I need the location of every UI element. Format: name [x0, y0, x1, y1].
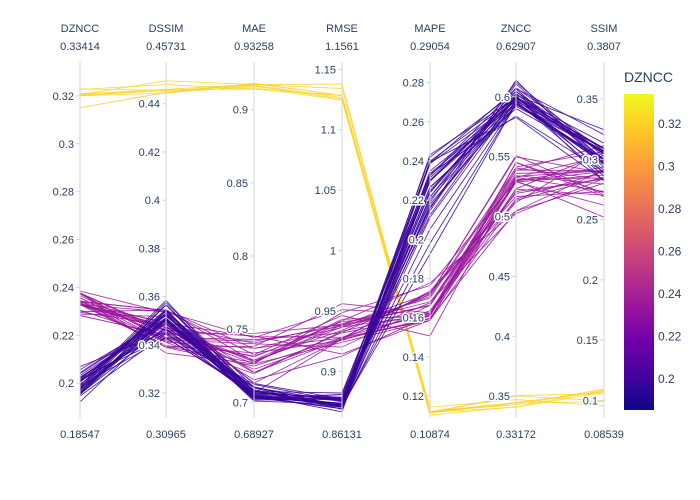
axis-min-label: 0.10874 [410, 429, 450, 441]
axis-min-label: 0.86131 [322, 429, 362, 441]
tick-label: 0.25 [577, 215, 598, 227]
tick-label: 0.7 [233, 397, 248, 409]
colorbar-tick-label: 0.2 [658, 372, 675, 386]
tick-label: 0.9 [233, 105, 248, 117]
colorbar-title: DZNCC [624, 69, 673, 85]
tick-label: 0.2 [583, 275, 598, 287]
tick-label: 0.26 [403, 117, 424, 129]
tick-label: 0.4 [495, 331, 510, 343]
tick-label: 0.75 [227, 324, 248, 336]
tick-label: 0.38 [139, 243, 160, 255]
tick-label: 0.22 [403, 195, 424, 207]
axis-min-label: 0.18547 [60, 429, 100, 441]
axis-title: MAE [242, 23, 266, 35]
axis-mae: MAE 0.93258 0.68927 0.7 0.75 0.8 0.85 0.9 [225, 23, 274, 441]
tick-label: 1.15 [315, 64, 336, 76]
axis-min-label: 0.33172 [496, 429, 536, 441]
tick-label: 0.85 [227, 178, 248, 190]
tick-label: 0.35 [577, 94, 598, 106]
tick-label: 1.1 [321, 125, 336, 137]
axis-ssim: SSIM 0.3807 0.08539 0.1 0.15 0.2 0.25 0.3 0.35 [575, 23, 624, 441]
axis-max-label: 0.29054 [410, 41, 450, 53]
tick-label: 0.26 [53, 235, 74, 247]
axis-max-label: 0.62907 [496, 41, 536, 53]
tick-label: 0.6 [495, 92, 510, 104]
tick-label: 0.3 [583, 154, 598, 166]
tick-label: 0.5 [495, 212, 510, 224]
axis-max-label: 1.1561 [325, 41, 359, 53]
tick-label: 0.34 [139, 340, 160, 352]
tick-label: 0.4 [145, 195, 160, 207]
axis-title: DZNCC [61, 23, 100, 35]
colorbar-tick-label: 0.22 [658, 330, 682, 344]
tick-label: 0.35 [489, 391, 510, 403]
axis-title: DSSIM [149, 23, 184, 35]
axis-min-label: 0.30965 [146, 429, 186, 441]
tick-label: 1 [330, 246, 336, 258]
tick-label: 0.9 [321, 366, 336, 378]
tick-label: 0.95 [315, 306, 336, 318]
axis-max-label: 0.3807 [587, 41, 621, 53]
axis-title: RMSE [326, 23, 358, 35]
axis-zncc: ZNCC 0.62907 0.33172 0.35 0.4 0.45 0.5 0.55 0.6 [487, 23, 536, 441]
tick-label: 0.2 [409, 234, 424, 246]
tick-label: 0.44 [139, 99, 160, 111]
axis-min-label: 0.68927 [234, 429, 274, 441]
axes: DZNCC 0.33414 0.18547 0.2 0.22 0.24 0.26 0.28 0.… [51, 23, 624, 441]
tick-label: 1.05 [315, 185, 336, 197]
axis-title: ZNCC [501, 23, 532, 35]
tick-label: 0.28 [403, 78, 424, 90]
axis-dzncc: DZNCC 0.33414 0.18547 0.2 0.22 0.24 0.26 0.28 0.… [51, 23, 100, 441]
axis-max-label: 0.33414 [60, 41, 100, 53]
axis-rmse: RMSE 1.1561 0.86131 0.9 0.95 1 1.05 1.1 1.15 [313, 23, 362, 441]
axis-max-label: 0.93258 [234, 41, 274, 53]
colorbar-tick-label: 0.24 [658, 287, 682, 301]
tick-label: 0.55 [489, 152, 510, 164]
colorbar-tick-label: 0.32 [658, 117, 682, 131]
tick-label: 0.8 [233, 251, 248, 263]
tick-label: 0.45 [489, 271, 510, 283]
tick-label: 0.24 [53, 282, 74, 294]
tick-label: 0.42 [139, 147, 160, 159]
tick-label: 0.28 [53, 187, 74, 199]
axis-min-label: 0.08539 [584, 429, 624, 441]
colorbar: DZNCC 0.2 0.22 0.24 0.26 0.28 0.3 0.32 [624, 69, 682, 410]
tick-label: 0.36 [139, 292, 160, 304]
colorbar-tick-label: 0.3 [658, 160, 675, 174]
tick-label: 0.14 [403, 352, 424, 364]
axis-title: MAPE [414, 23, 445, 35]
tick-label: 0.18 [403, 273, 424, 285]
tick-label: 0.22 [53, 330, 74, 342]
tick-label: 0.15 [577, 335, 598, 347]
axis-title: SSIM [591, 23, 618, 35]
colorbar-tick-label: 0.26 [658, 245, 682, 259]
tick-label: 0.24 [403, 156, 424, 168]
tick-label: 0.32 [53, 91, 74, 103]
colorbar-gradient [624, 94, 654, 410]
tick-label: 0.1 [583, 395, 598, 407]
tick-label: 0.3 [59, 139, 74, 151]
tick-label: 0.12 [403, 391, 424, 403]
axis-dssim: DSSIM 0.45731 0.30965 0.32 0.34 0.36 0.38 0.4 0.… [137, 23, 186, 441]
tick-label: 0.32 [139, 388, 160, 400]
tick-label: 0.16 [403, 313, 424, 325]
colorbar-tick-label: 0.28 [658, 202, 682, 216]
tick-label: 0.2 [59, 378, 74, 390]
axis-max-label: 0.45731 [146, 41, 186, 53]
axis-mape: MAPE 0.29054 0.10874 0.12 0.14 0.16 0.18 0.2 0.2… [401, 23, 450, 441]
